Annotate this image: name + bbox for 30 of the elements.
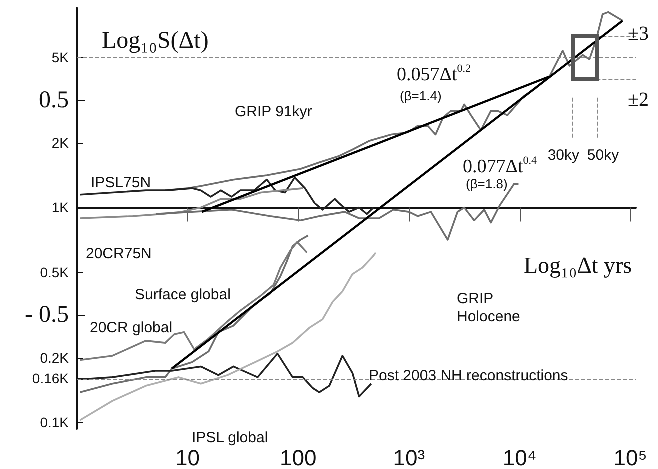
annotation: (β=1.4) [400, 88, 442, 104]
x-tick-label: 10⁴ [502, 446, 537, 469]
y-tick-label: 1K [52, 200, 70, 216]
y2-tick-label: - 0.5 [25, 302, 69, 328]
ref-line-label: 50ky [587, 146, 620, 164]
annotation: Surface global [135, 286, 231, 304]
annotation: 20CR75N [86, 246, 152, 262]
x-tick-label: 10⁵ [614, 446, 648, 469]
annotation: ±2 [628, 89, 649, 111]
x-tick-label: 10³ [393, 446, 426, 469]
text: IPSL global [192, 430, 268, 446]
annotation: IPSL75N [91, 174, 152, 192]
y2-tick-label: 0.5 [39, 87, 69, 114]
y-tick-label: 5K [52, 50, 70, 66]
y-tick-label: 0.2K [40, 350, 70, 366]
annotation: ±3 [628, 23, 649, 45]
x-tick-label: 10 [175, 446, 200, 469]
y-axis-title: Log₁₀S(Δt) [102, 28, 209, 54]
y-tick-label: 0.5K [40, 264, 70, 280]
annotation: GRIP Holocene [457, 290, 520, 326]
annotation: GRIP 91kyr [235, 104, 312, 120]
x-axis-title: Log₁₀Δt yrs [524, 252, 632, 278]
ref-line-label: 30ky [548, 146, 580, 164]
annotation: (β=1.8) [466, 176, 508, 192]
annotation: 20CR global [90, 320, 173, 336]
x-tick-label: 100 [280, 446, 317, 469]
y-tick-label: 0.16K [32, 370, 70, 387]
annotation: Post 2003 NH reconstructions [369, 368, 568, 384]
y-tick-label: 0.1K [40, 414, 70, 431]
y-tick-label: 2K [52, 135, 70, 152]
